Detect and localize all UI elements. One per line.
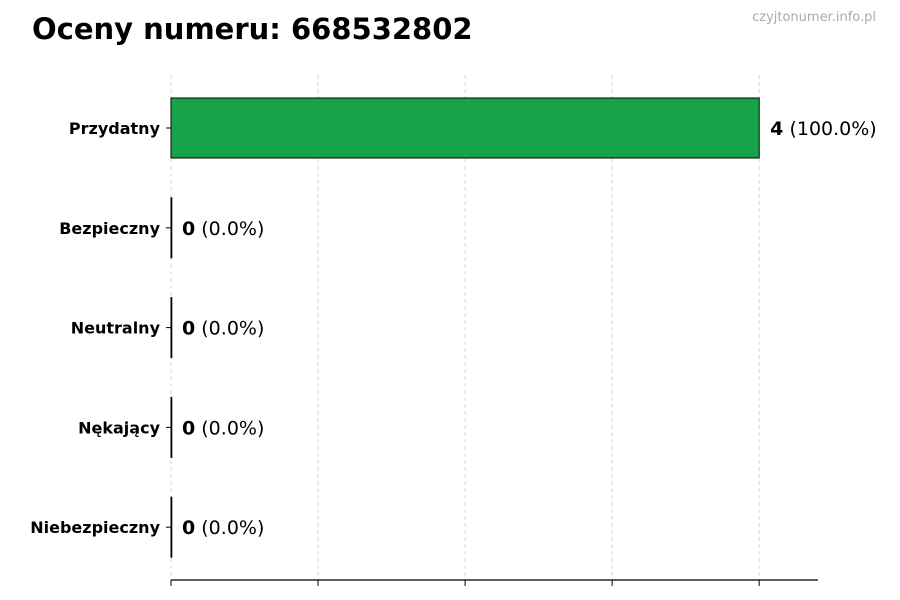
data-label-percent: (0.0%) xyxy=(195,218,264,240)
bar-niebezpieczny xyxy=(170,496,173,558)
data-label-value: 0 xyxy=(182,517,195,539)
data-label-percent: (0.0%) xyxy=(195,318,264,340)
bar-nękający xyxy=(170,396,173,458)
y-tick-label: Przydatny xyxy=(69,119,161,138)
data-label-value: 0 xyxy=(182,218,195,240)
data-label: 0 (0.0%) xyxy=(182,218,264,240)
data-label: 4 (100.0%) xyxy=(770,118,877,140)
chart-title: Oceny numeru: 668532802 xyxy=(32,12,473,46)
bar-neutralny xyxy=(170,297,173,359)
y-tick-label: Niebezpieczny xyxy=(30,518,160,537)
data-label-percent: (100.0%) xyxy=(783,118,876,140)
data-label: 0 (0.0%) xyxy=(182,517,264,539)
data-label-value: 0 xyxy=(182,318,195,340)
data-label-percent: (0.0%) xyxy=(195,417,264,439)
watermark: czyjtonumer.info.pl xyxy=(752,10,876,25)
data-label: 0 (0.0%) xyxy=(182,417,264,439)
data-label: 0 (0.0%) xyxy=(182,318,264,340)
data-label-percent: (0.0%) xyxy=(195,517,264,539)
y-tick-label: Bezpieczny xyxy=(59,219,160,238)
data-label-value: 0 xyxy=(182,417,195,439)
bar-przydatny xyxy=(170,97,760,159)
bar-bezpieczny xyxy=(170,197,173,259)
y-tick-label: Neutralny xyxy=(71,319,161,338)
y-tick-label: Nękający xyxy=(78,418,160,437)
data-label-value: 4 xyxy=(770,118,783,140)
